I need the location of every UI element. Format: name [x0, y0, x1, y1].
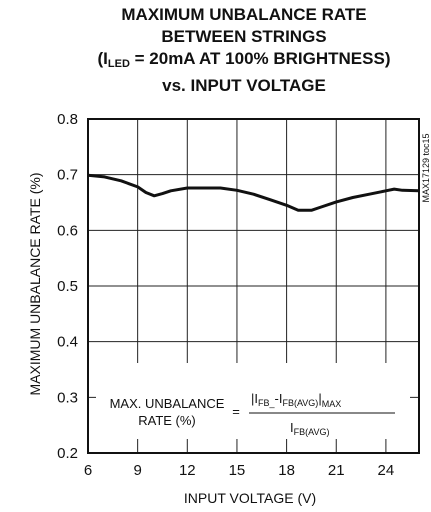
num-mid: -I — [275, 391, 283, 406]
plot-frame — [87, 118, 420, 454]
chart-title-line-3: (ILED = 20mA AT 100% BRIGHTNESS) — [88, 48, 400, 75]
x-tick-label: 18 — [278, 462, 295, 479]
side-tag: MAX17129 toc15 — [421, 133, 431, 202]
y-tick-label: 0.5 — [57, 278, 78, 295]
series-line — [87, 173, 420, 212]
num-sub-1: FB_ — [258, 398, 276, 408]
chart-title-line-2: BETWEEN STRINGS — [161, 27, 327, 46]
x-tick-label: 24 — [378, 462, 395, 479]
formula-equals: = — [232, 404, 240, 419]
formula-numerator: |IFB_-IFB(AVG)|MAX — [251, 391, 341, 409]
x-tick-label: 12 — [179, 462, 196, 479]
y-tick-label: 0.8 — [57, 111, 78, 128]
x-axis-label: INPUT VOLTAGE (V) — [184, 490, 316, 506]
num-close: | — [318, 391, 321, 406]
y-tick-label: 0.3 — [57, 389, 78, 406]
num-sub-2: FB(AVG) — [282, 398, 318, 408]
den-main: I — [290, 420, 294, 435]
den-sub: FB(AVG) — [294, 427, 330, 437]
formula-lhs-line-2: RATE (%) — [138, 413, 196, 428]
x-tick-label: 9 — [133, 462, 141, 479]
formula-annotation: MAX. UNBALANCE RATE (%) = |IFB_-IFB(AVG)… — [110, 391, 395, 437]
x-tick-label: 6 — [84, 462, 92, 479]
x-tick-label: 21 — [328, 462, 345, 479]
chart-title-line-1: MAXIMUM UNBALANCE RATE — [121, 5, 367, 24]
x-tick-label: 15 — [229, 462, 246, 479]
chart-title: MAXIMUM UNBALANCE RATE BETWEEN STRINGS (… — [88, 4, 400, 97]
formula-background — [96, 363, 410, 439]
y-tick-label: 0.7 — [57, 167, 78, 184]
num-open: |I — [251, 391, 258, 406]
y-tick-label: 0.2 — [57, 445, 78, 462]
title-3-sub: LED — [107, 58, 130, 70]
y-axis-label: MAXIMUM UNBALANCE RATE (%) — [27, 173, 43, 396]
formula-denominator: IFB(AVG) — [290, 420, 329, 437]
chart-title-line-4: vs. INPUT VOLTAGE — [162, 76, 326, 95]
y-tick-label: 0.6 — [57, 222, 78, 239]
y-tick-labels: 0.2 0.3 0.4 0.5 0.6 0.7 0.8 — [57, 111, 78, 462]
y-tick-label: 0.4 — [57, 334, 78, 351]
num-max: MAX — [322, 399, 342, 409]
title-3-post: = 20mA AT 100% BRIGHTNESS) — [129, 49, 391, 68]
formula-lhs-line-1: MAX. UNBALANCE — [110, 396, 225, 411]
x-tick-labels: 6 9 12 15 18 21 24 — [84, 462, 394, 479]
title-3-pre: (I — [97, 49, 108, 68]
